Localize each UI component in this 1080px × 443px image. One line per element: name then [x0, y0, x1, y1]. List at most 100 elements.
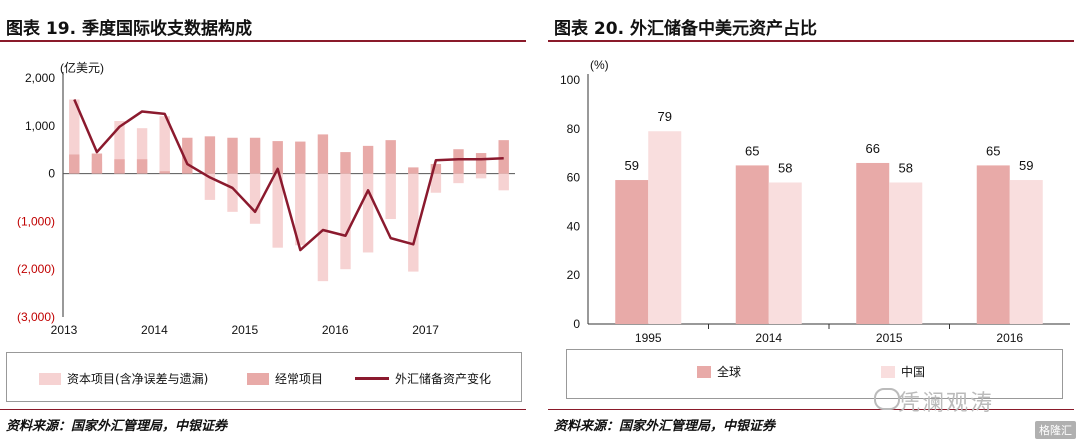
data-label: 58	[778, 160, 792, 175]
capital-bar	[69, 99, 80, 174]
current-bar	[227, 137, 238, 174]
capital-bar	[272, 173, 283, 248]
watermark: 凭澜观涛	[898, 391, 995, 416]
current-bar	[159, 171, 170, 174]
current-bar	[182, 137, 193, 174]
capital-bar	[385, 173, 396, 220]
left-figure-title: 图表 19. 季度国际收支数据构成	[6, 19, 252, 39]
current-bar	[475, 153, 487, 174]
y-tick-label: 1,000	[25, 119, 55, 133]
y-tick-label: 0	[48, 167, 55, 181]
data-label: 59	[1019, 158, 1033, 173]
right-source: 资料来源：国家外汇管理局，中银证券	[554, 419, 776, 434]
current-bar	[295, 141, 306, 174]
legend-capital: 资本项目(含净误差与遗漏)	[39, 370, 208, 387]
current-bar	[249, 137, 261, 174]
current-bar	[385, 140, 396, 174]
x-tick-label: 2015	[876, 331, 903, 345]
right-legend: 全球 中国	[566, 349, 1063, 399]
legend-reserve-line	[355, 377, 389, 380]
legend-global: 全球	[697, 363, 741, 380]
left-figure: 图表 19. 季度国际收支数据构成 (亿美元) 2,000 1,000 0 (1,000…	[0, 0, 532, 443]
capital-bar	[475, 173, 487, 179]
x-tick-label: 1995	[635, 331, 662, 345]
left-source: 资料来源：国家外汇管理局，中银证券	[6, 419, 228, 434]
y-tick-label: (1,000)	[17, 214, 55, 228]
legend-current-swatch	[247, 372, 269, 385]
current-bar	[69, 154, 80, 174]
current-bar	[362, 145, 374, 174]
capital-bar	[430, 173, 442, 193]
y-tick-label: 20	[567, 268, 581, 282]
legend-current-label: 经常项目	[275, 372, 324, 386]
current-bar	[340, 152, 351, 174]
legend-reserve: 外汇储备资产变化	[355, 370, 491, 387]
usd-share-chart: (%) 0 20 40 60 80 100 59 79 1995 65 58 2014 66 58 2015 6…	[560, 58, 1070, 345]
current-bar	[114, 159, 125, 174]
x-tick-label: 2014	[141, 323, 168, 337]
current-bar	[204, 136, 216, 174]
current-bar	[453, 149, 464, 174]
china-bar	[768, 182, 802, 324]
y-tick-label: (3,000)	[17, 310, 55, 324]
y-tick-label: 100	[560, 73, 580, 87]
y-axis-label: (亿美元)	[60, 60, 104, 75]
capital-bar	[136, 128, 148, 174]
y-tick-label: 80	[567, 122, 581, 136]
x-tick-label: 2016	[996, 331, 1023, 345]
china-bar	[1009, 180, 1043, 324]
current-bar	[317, 134, 329, 174]
global-bar	[735, 165, 769, 324]
wechat-icon	[874, 388, 900, 410]
current-bar	[498, 140, 509, 174]
current-bar	[136, 159, 148, 174]
china-bar	[648, 131, 682, 324]
capital-bar	[227, 173, 238, 212]
legend-current: 经常项目	[247, 370, 323, 387]
bop-chart: (亿美元)2,0001,0000(1,000)(2,000)(3,000)201…	[17, 60, 515, 337]
x-tick-label: 2016	[322, 323, 349, 337]
right-figure-title: 图表 20. 外汇储备中美元资产占比	[554, 19, 817, 39]
left-legend: 资本项目(含净误差与遗漏) 经常项目 外汇储备资产变化	[6, 352, 522, 402]
current-bar	[91, 153, 103, 174]
capital-bar	[249, 173, 261, 224]
legend-global-label: 全球	[717, 365, 742, 379]
capital-bar	[453, 173, 464, 184]
capital-bar	[204, 173, 216, 200]
y-tick-label: 40	[567, 219, 581, 233]
reserve-line	[73, 99, 504, 252]
legend-china-label: 中国	[901, 365, 926, 379]
right-title-rule	[548, 40, 1074, 42]
x-tick-label: 2015	[231, 323, 258, 337]
current-bar	[430, 164, 442, 174]
y-tick-label: 60	[567, 171, 581, 185]
legend-china: 中国	[881, 363, 925, 380]
y-axis-label: (%)	[590, 58, 609, 72]
capital-bar	[295, 173, 306, 246]
legend-capital-swatch	[39, 372, 61, 385]
legend-global-swatch	[697, 365, 711, 378]
data-label: 79	[658, 109, 672, 124]
data-label: 66	[866, 141, 880, 156]
capital-bar	[408, 173, 419, 272]
legend-reserve-label: 外汇储备资产变化	[395, 372, 492, 386]
gelonghui-badge: 格隆汇	[1035, 421, 1076, 439]
current-bar	[408, 167, 419, 174]
capital-bar	[317, 173, 329, 282]
x-tick-label: 2013	[51, 323, 78, 337]
y-tick-label: (2,000)	[17, 262, 55, 276]
legend-china-swatch	[881, 365, 895, 378]
capital-bar	[340, 173, 351, 270]
capital-bar	[498, 173, 509, 191]
y-tick-label: 2,000	[25, 71, 55, 85]
y-tick-label: 0	[573, 317, 580, 331]
right-footer-rule	[548, 409, 1074, 410]
capital-bar	[159, 116, 170, 174]
left-footer-rule	[0, 409, 526, 410]
x-tick-label: 2014	[755, 331, 782, 345]
legend-capital-label: 资本项目(含净误差与遗漏)	[67, 372, 209, 386]
global-bar	[856, 162, 890, 324]
left-title-rule	[0, 40, 526, 42]
data-label: 59	[625, 158, 639, 173]
current-bar	[272, 141, 283, 174]
